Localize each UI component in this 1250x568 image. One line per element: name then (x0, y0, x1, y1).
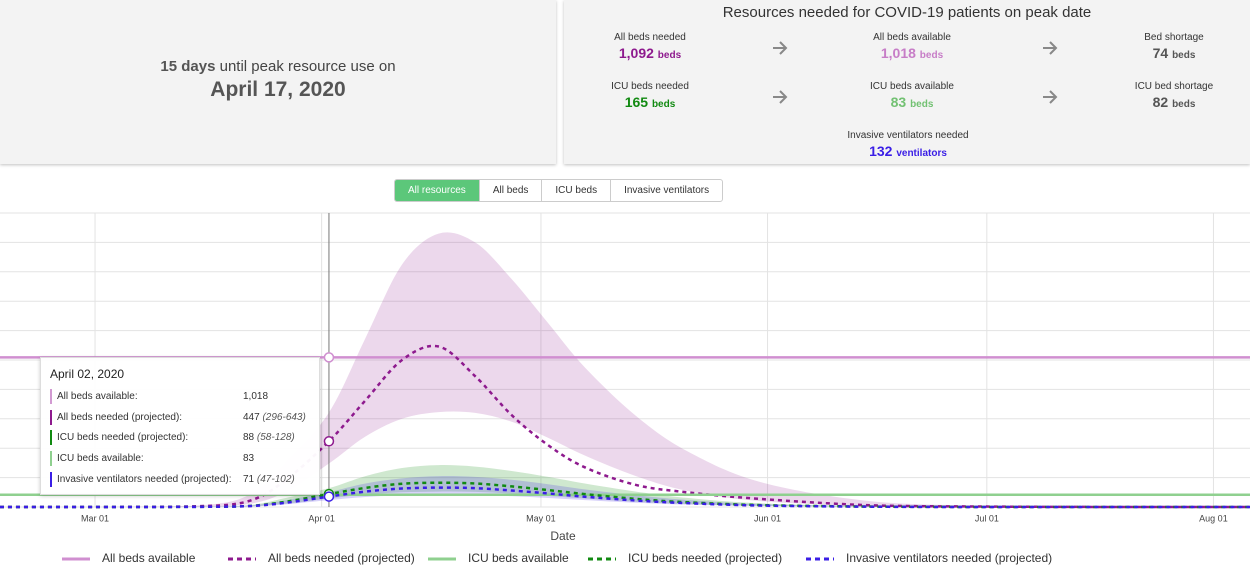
stat-label: All beds needed (614, 32, 686, 43)
resources-panel: Resources needed for COVID-19 patients o… (564, 0, 1250, 164)
tooltip-row: All beds needed (projected): 447 (296-643… (50, 409, 318, 425)
tooltip-row: All beds available: 1,018 (50, 389, 318, 404)
arrow-icon (1043, 41, 1058, 55)
unit: beds (657, 50, 682, 61)
value: 88 (243, 432, 255, 444)
unit: ventilators (896, 148, 947, 159)
resource-toggle: All resources All beds ICU beds Invasive ve… (394, 179, 724, 202)
tooltip-value: 88 (58-128) (243, 432, 295, 443)
unit: beds (1172, 50, 1196, 61)
stat-label: All beds available (873, 32, 951, 43)
tooltip-value: 71 (47-102) (243, 474, 295, 485)
series-color-bar (50, 430, 52, 446)
tooltip-label: Invasive ventilators needed (projected): (57, 473, 232, 485)
x-axis-label: Date (550, 529, 576, 543)
stat: ICU bed shortage 82 beds (1074, 81, 1250, 110)
legend-label: All beds needed (projected) (268, 551, 415, 565)
hover-marker (323, 352, 335, 363)
toggle-button[interactable]: Invasive ventilators (624, 185, 710, 196)
stat-label: Bed shortage (1144, 32, 1204, 43)
range: (47-102) (256, 473, 295, 485)
stat: All beds needed 1,092 beds (550, 32, 750, 61)
tooltip-row: ICU beds needed (projected): 88 (58-128) (50, 430, 318, 446)
unit: beds (651, 99, 676, 110)
toggle-button[interactable]: All resources (395, 180, 480, 201)
stat-label: ICU bed shortage (1134, 81, 1214, 92)
peak-date: April 17, 2020 (210, 78, 346, 101)
stat-value: 165 beds (550, 94, 750, 110)
unit: beds (919, 50, 944, 61)
stat-label: ICU beds available (870, 81, 954, 92)
stat-value: 132 ventilators (808, 143, 1008, 159)
arrow-icon (1043, 90, 1058, 104)
summary-panel: 15 days until peak resource use on April… (0, 0, 556, 164)
resources-title: Resources needed for COVID-19 patients o… (722, 4, 1092, 21)
value: 1,018 (880, 45, 916, 61)
tooltip-row: ICU beds available: 83 (50, 451, 318, 467)
tooltip-value: 83 (243, 453, 254, 464)
stat-value: 83 beds (812, 94, 1012, 110)
stat: All beds available 1,018 beds (812, 32, 1012, 61)
value: 83 (243, 453, 255, 465)
unit: beds (1172, 99, 1196, 110)
stat-value: 82 beds (1074, 94, 1250, 110)
series-color-bar (50, 451, 52, 467)
tooltip-label: ICU beds available: (57, 453, 144, 465)
tooltip-title: April 02, 2020 (50, 367, 125, 381)
stat-label: Invasive ventilators needed (847, 130, 969, 141)
tooltip: April 02, 2020 All beds available: 1,018 A… (40, 357, 320, 495)
stat: ICU beds needed 165 beds (550, 81, 750, 110)
range: (58-128) (256, 432, 295, 444)
x-tick-label: Aug 01 (1199, 513, 1228, 523)
arrow-icon (773, 41, 788, 55)
toggle-button[interactable]: All beds (480, 180, 543, 201)
series-color-bar (50, 409, 52, 425)
legend-label: Invasive ventilators needed (projected) (846, 551, 1052, 565)
tooltip-label: All beds needed (projected): (57, 411, 183, 423)
value: 1,092 (618, 45, 654, 61)
series-color-bar (50, 389, 52, 404)
x-tick-label: Jul 01 (975, 513, 999, 523)
value: 83 (890, 94, 907, 110)
unit: beds (910, 99, 934, 110)
stat-value: 74 beds (1074, 45, 1250, 61)
x-tick-label: Mar 01 (81, 513, 109, 523)
legend-label: ICU beds available (468, 551, 569, 565)
stat: Bed shortage 74 beds (1074, 32, 1250, 61)
legend-label: All beds available (102, 551, 196, 565)
legend-label: ICU beds needed (projected) (628, 551, 782, 565)
hover-marker (323, 436, 335, 447)
tooltip-label: All beds available: (57, 391, 138, 402)
projected-line (0, 486, 1250, 509)
toggle-button[interactable]: ICU beds (542, 180, 612, 201)
x-tick-label: Apr 01 (308, 513, 335, 523)
hover-marker (323, 491, 335, 502)
projected-line (0, 344, 1250, 509)
value: 447 (243, 411, 260, 423)
value: 1,018 (243, 391, 269, 402)
tooltip-row: Invasive ventilators needed (projected):… (50, 471, 318, 487)
stat: ICU beds available 83 beds (812, 81, 1012, 110)
summary-line: 15 days until peak resource use on (0, 58, 556, 75)
range: (296-643) (262, 411, 306, 423)
stat-value: 1,018 beds (812, 45, 1012, 61)
tooltip-value: 447 (296-643) (243, 412, 306, 423)
stat: Invasive ventilators needed 132 ventilato… (808, 130, 1008, 159)
x-tick-label: Jun 01 (754, 513, 781, 523)
days: 15 days (160, 58, 216, 75)
tooltip-label: ICU beds needed (projected): (57, 432, 189, 444)
arrow-icon (773, 90, 788, 104)
stat-value: 1,092 beds (550, 45, 750, 61)
series-color-bar (50, 471, 52, 487)
value: 165 (624, 94, 649, 110)
stat-label: ICU beds needed (611, 81, 689, 92)
summary-text: until peak resource use on (219, 58, 396, 75)
tooltip-value: 1,018 (243, 391, 268, 402)
value: 132 (869, 143, 893, 159)
value: 74 (1152, 45, 1169, 61)
x-tick-label: May 01 (526, 513, 556, 523)
value: 82 (1152, 94, 1169, 110)
value: 71 (243, 473, 255, 485)
